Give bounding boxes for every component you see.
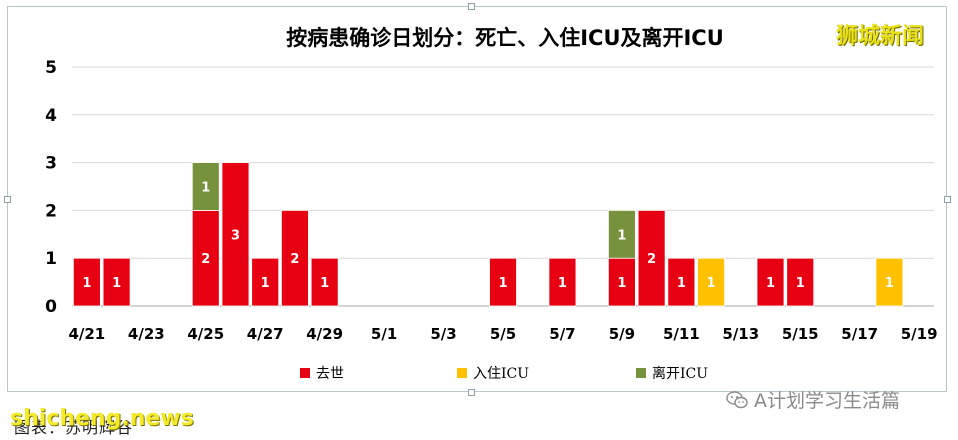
bar-data-label: 1 — [766, 276, 775, 291]
x-tick-label: 4/29 — [306, 325, 343, 343]
brand-watermark: 狮城新闻 — [836, 23, 925, 49]
bar-data-label: 1 — [707, 276, 716, 291]
x-tick-label: 5/5 — [490, 325, 516, 343]
x-tick-label: 4/23 — [128, 325, 165, 343]
y-tick-label: 4 — [45, 106, 57, 126]
wechat-account-name: A计划学习生活篇 — [754, 390, 900, 412]
legend-swatch — [636, 368, 646, 378]
y-axis-ticks: 0 1 2 3 4 5 — [45, 58, 57, 317]
chart-title: 按病患确诊日划分：死亡、入住ICU及离开ICU — [286, 26, 724, 50]
bar-segment — [667, 257, 696, 307]
bar-segment — [548, 257, 577, 307]
bar-data-label: 1 — [320, 276, 329, 291]
bar-data-label: 1 — [261, 276, 270, 291]
bar-segment — [191, 162, 220, 211]
bar-segment — [489, 257, 517, 307]
resize-handle-left[interactable] — [4, 196, 11, 203]
domain-watermark: shicheng.news — [10, 406, 194, 431]
bar-segment — [310, 257, 339, 307]
x-tick-label: 5/19 — [901, 325, 938, 343]
x-tick-label: 5/3 — [430, 325, 456, 343]
bar-segment — [637, 209, 666, 307]
x-axis-ticks: 4/21 4/23 4/25 4/27 4/29 5/1 5/3 5/5 5/7 5/9 5/11 5… — [68, 325, 937, 343]
bar-data-label: 1 — [498, 276, 507, 291]
y-tick-label: 3 — [45, 154, 57, 174]
x-tick-label: 5/13 — [722, 325, 759, 343]
y-tick-label: 5 — [45, 58, 57, 78]
bar-data-label: 1 — [677, 276, 686, 291]
x-tick-label: 5/15 — [782, 325, 819, 343]
x-tick-label: 5/11 — [663, 325, 700, 343]
x-tick-label: 4/21 — [68, 325, 105, 343]
y-tick-label: 2 — [45, 201, 57, 221]
bar-segment — [875, 257, 904, 307]
x-tick-label: 5/17 — [841, 325, 878, 343]
legend-label: 入住ICU — [473, 366, 529, 382]
bars: 1 1 2 1 3 1 2 1 1 1 1 1 2 1 1 1 1 1 — [72, 162, 904, 307]
legend-item: 去世 — [300, 366, 344, 382]
resize-handle-right[interactable] — [944, 196, 951, 203]
x-tick-label: 5/1 — [371, 325, 397, 343]
legend-item: 离开ICU — [636, 365, 708, 382]
legend-swatch — [457, 368, 467, 378]
bar-data-label: 1 — [112, 276, 121, 291]
wechat-watermark: A计划学习生活篇 — [726, 386, 900, 413]
bar-data-label: 1 — [617, 228, 626, 243]
x-tick-label: 5/9 — [609, 325, 635, 343]
bar-data-label: 1 — [617, 276, 626, 291]
x-tick-label: 4/27 — [247, 325, 284, 343]
y-tick-label: 1 — [45, 249, 57, 269]
chart-credit: 图表：苏明辉谷 — [14, 418, 134, 437]
bar-segment — [191, 209, 220, 307]
bar-data-label: 1 — [796, 276, 805, 291]
bar-segment — [281, 209, 309, 307]
bar-data-label: 1 — [82, 276, 91, 291]
bar-segment — [607, 257, 636, 307]
bar-segment — [102, 257, 131, 307]
x-tick-label: 4/25 — [187, 325, 224, 343]
bar-data-label: 2 — [290, 252, 299, 267]
legend: 去世 入住ICU 离开ICU — [300, 365, 708, 382]
bar-data-label: 1 — [201, 181, 210, 196]
legend-item: 入住ICU — [457, 366, 529, 382]
legend-label: 离开ICU — [652, 365, 708, 382]
resize-handle-bottom[interactable] — [468, 389, 475, 396]
bar-segment — [221, 162, 250, 307]
bar-data-label: 1 — [885, 276, 894, 291]
bar-data-label: 1 — [558, 276, 567, 291]
bar-segment — [756, 257, 785, 307]
bar-segment — [72, 257, 101, 307]
y-tick-label: 0 — [45, 297, 57, 317]
bar-data-label: 2 — [647, 252, 656, 267]
bar-segment — [251, 257, 280, 307]
legend-label: 去世 — [316, 366, 344, 382]
wechat-icon — [726, 390, 748, 408]
legend-swatch — [300, 368, 310, 378]
resize-handle-top[interactable] — [468, 3, 475, 10]
bar-segment — [607, 209, 636, 259]
bar-data-label: 2 — [201, 252, 210, 267]
x-tick-label: 5/7 — [549, 325, 575, 343]
bar-segment — [786, 257, 815, 307]
bar-segment — [697, 257, 725, 307]
bar-data-label: 3 — [231, 228, 240, 243]
